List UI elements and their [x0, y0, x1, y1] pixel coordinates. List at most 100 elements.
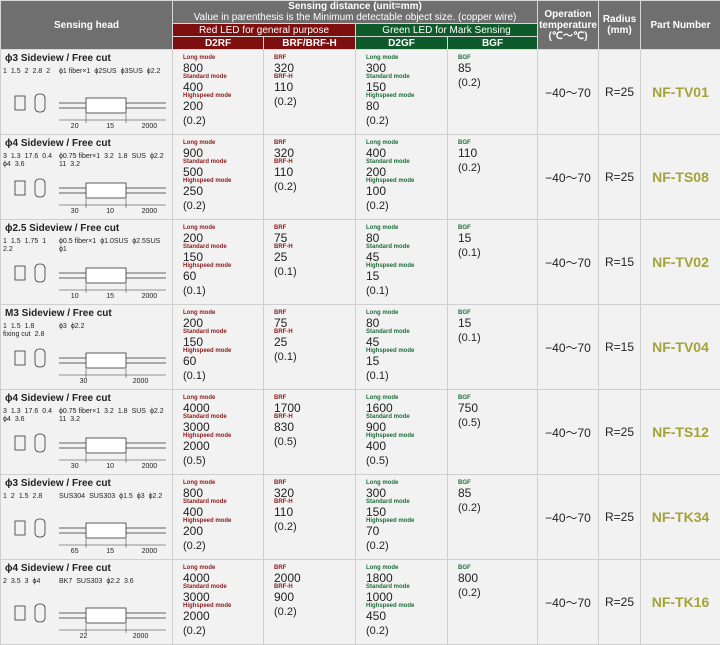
length-dimension: 2000: [142, 293, 158, 301]
header-op-temp: Operation temperature (℃～℃): [538, 1, 599, 50]
distance-value: 300: [366, 62, 439, 74]
min-object-size: (0.2): [458, 502, 529, 514]
end-view-dimension: 17.6: [25, 153, 39, 161]
distance-value: 4000: [183, 572, 255, 584]
distance-value: 200: [183, 525, 255, 537]
callout-label: ϕ1: [59, 246, 67, 254]
callout-label: 11: [59, 161, 66, 169]
sensing-head-title: ϕ3 Sideview / Free cut: [5, 478, 168, 489]
part-number: NF-TK16: [641, 560, 720, 645]
end-view-dimension: 3.6: [15, 161, 25, 169]
radius: R=25: [599, 50, 641, 135]
radius: R=25: [599, 135, 641, 220]
length-dimension: 10: [71, 293, 79, 301]
min-object-size: (0.2): [274, 521, 347, 533]
part-number: NF-TV01: [641, 50, 720, 135]
length-dimension: 10: [106, 208, 114, 216]
radius: R=25: [599, 475, 641, 560]
min-object-size: (0.2): [274, 181, 347, 193]
end-view-dimension: 1.5: [11, 68, 21, 76]
length-dimension: 2000: [142, 463, 158, 471]
callout-label: ϕ2.5SUS: [132, 238, 160, 246]
distance-value: 80: [366, 100, 439, 112]
end-view-dimension: 2.2: [3, 246, 13, 254]
callout-label: ϕ2.2: [71, 323, 85, 331]
end-view-dimension: 3: [3, 153, 7, 161]
part-number: NF-TS08: [641, 135, 720, 220]
end-view-dimension: 1: [3, 68, 7, 76]
radius: R=25: [599, 560, 641, 645]
min-object-size: (0.2): [458, 162, 529, 174]
distance-value: 150: [366, 81, 439, 93]
distance-value: 110: [274, 166, 347, 178]
min-object-size: (0.2): [366, 625, 439, 637]
length-dimension: 10: [106, 463, 114, 471]
distance-value: 500: [183, 166, 255, 178]
callout-label: ϕ0.5 fiber×1: [59, 238, 96, 246]
distance-value: 1800: [366, 572, 439, 584]
distance-value: 200: [183, 317, 255, 329]
header-part-number: Part Number: [641, 1, 720, 50]
end-view-dimension: 0.4: [42, 153, 52, 161]
length-dimension: 2000: [142, 123, 158, 131]
distance-value: 2000: [183, 610, 255, 622]
callout-label: ϕ2SUS: [94, 68, 116, 76]
distance-value: 200: [183, 100, 255, 112]
callout-label: ϕ2.2: [149, 493, 163, 501]
sensing-distance-title: Sensing distance (unit=mm): [173, 1, 537, 12]
operation-temperature: −40～70: [538, 50, 599, 135]
distance-value: 800: [183, 62, 255, 74]
distance-value: 60: [183, 355, 255, 367]
sensing-head-title: M3 Sideview / Free cut: [5, 308, 168, 319]
end-view-dimension: ϕ4: [33, 578, 41, 586]
min-object-size: (0.1): [274, 266, 347, 278]
distance-value: 25: [274, 336, 347, 348]
callout-label: SUS: [132, 408, 146, 416]
part-number: NF-TV02: [641, 220, 720, 305]
operation-temperature: −40～70: [538, 135, 599, 220]
distance-value: 320: [274, 62, 347, 74]
distance-value: 45: [366, 251, 439, 263]
min-object-size: (0.1): [366, 370, 439, 382]
sensing-head-title: ϕ4 Sideview / Free cut: [5, 563, 168, 574]
distance-value: 3000: [183, 421, 255, 433]
distance-value: 1600: [366, 402, 439, 414]
radius: R=15: [599, 220, 641, 305]
end-view-dimension: 2: [11, 493, 15, 501]
end-view-dimension: 1: [3, 238, 7, 246]
distance-value: 400: [183, 81, 255, 93]
header-radius: Radius (mm): [599, 1, 641, 50]
header-col-d2rf: D2RF: [173, 37, 264, 50]
length-dimension: 30: [80, 378, 88, 386]
end-view-dimension: 2: [3, 578, 7, 586]
callout-label: 1.8: [118, 408, 128, 416]
sensing-head-title: ϕ2.5 Sideview / Free cut: [5, 223, 168, 234]
distance-value: 900: [274, 591, 347, 603]
min-object-size: (0.1): [183, 370, 255, 382]
end-view-dimension: 3.6: [15, 416, 25, 424]
length-dimension: 2000: [133, 378, 149, 386]
